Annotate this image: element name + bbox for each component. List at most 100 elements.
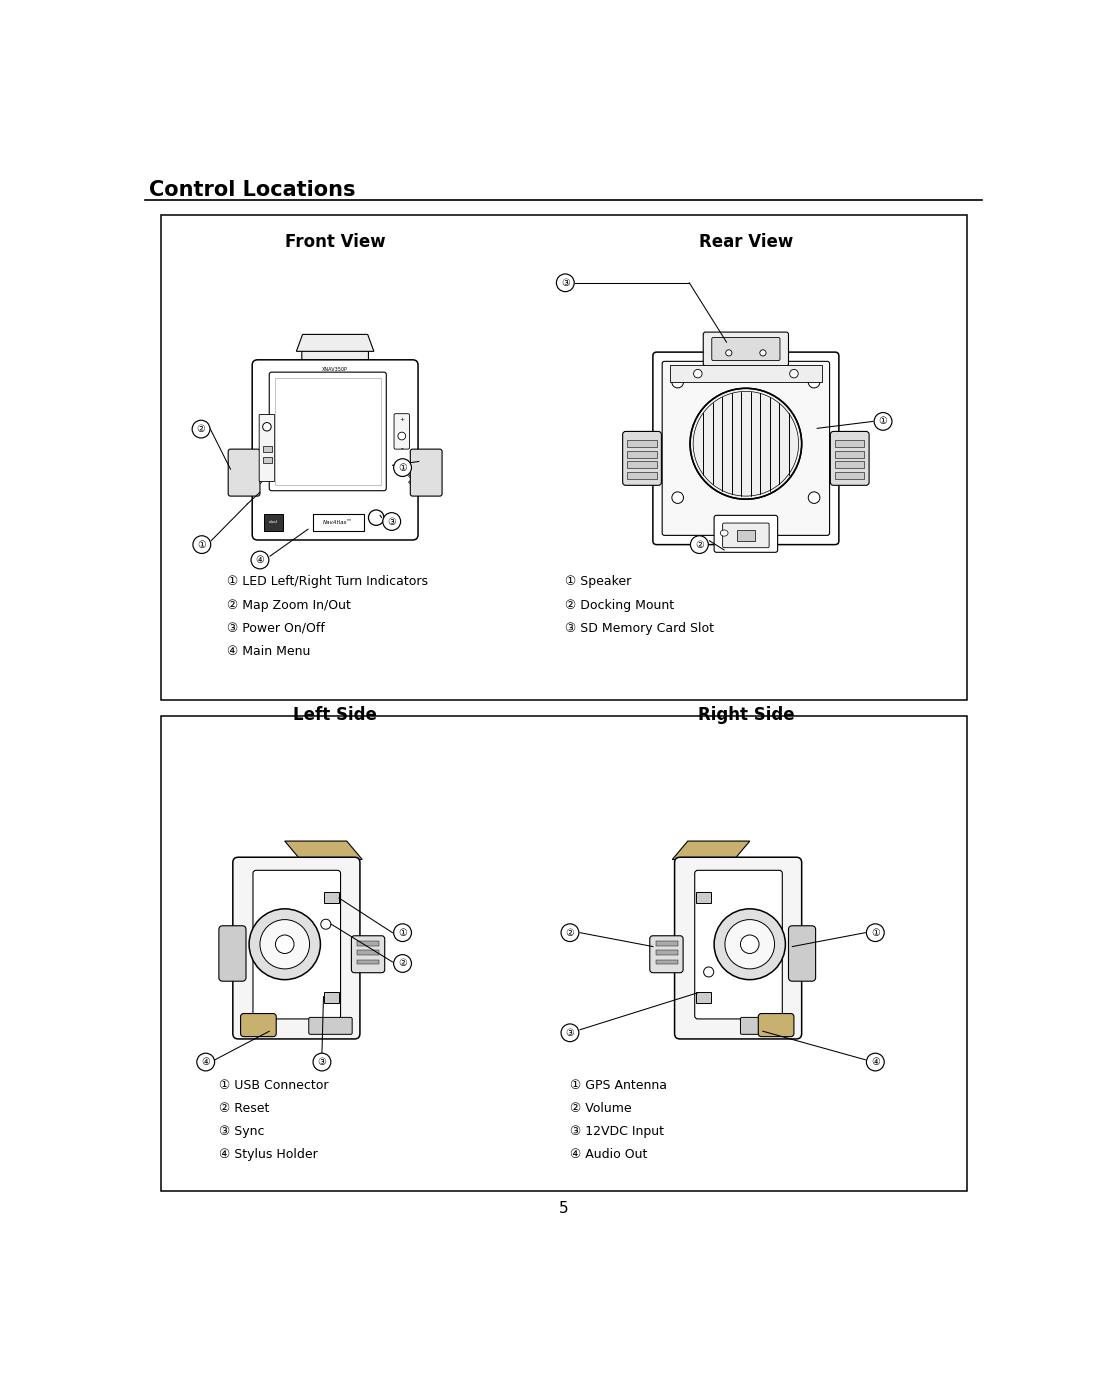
Text: dual: dual [268,520,277,524]
Circle shape [874,412,892,430]
FancyBboxPatch shape [253,870,341,1019]
Bar [356,960,378,964]
Text: ③ 12VDC Input: ③ 12VDC Input [570,1125,664,1138]
Bar [695,991,711,1002]
Bar [161,214,967,700]
Text: ④ Main Menu: ④ Main Menu [227,645,310,657]
Circle shape [249,909,320,979]
Bar [263,446,273,452]
FancyBboxPatch shape [301,351,368,366]
Text: ② Map Zoom In/Out: ② Map Zoom In/Out [227,598,351,612]
Text: ③: ③ [318,1057,327,1067]
Text: ③: ③ [565,1027,574,1038]
Circle shape [275,935,294,953]
Polygon shape [285,842,362,859]
Circle shape [725,920,774,969]
Circle shape [867,924,884,942]
Circle shape [197,1053,215,1071]
Bar [627,440,657,447]
Circle shape [368,510,384,525]
Text: ③ Power On/Off: ③ Power On/Off [227,622,324,635]
FancyBboxPatch shape [830,432,869,485]
Bar [264,514,283,531]
Circle shape [192,536,211,554]
Text: ②: ② [398,958,407,968]
Bar [356,950,378,956]
Circle shape [808,377,820,388]
Text: ② Volume: ② Volume [570,1103,631,1115]
Text: ①: ① [871,928,880,938]
Circle shape [726,349,732,356]
Bar [627,462,657,469]
FancyBboxPatch shape [712,337,780,360]
Text: XNAV350P: XNAV350P [322,367,348,371]
Text: NavAtlas™: NavAtlas™ [323,520,353,525]
FancyBboxPatch shape [789,925,815,982]
Text: ③ SD Memory Card Slot: ③ SD Memory Card Slot [565,622,714,635]
Bar [314,514,364,531]
Bar [656,960,678,964]
FancyBboxPatch shape [723,522,769,547]
Text: +: + [399,417,405,422]
Text: ① USB Connector: ① USB Connector [219,1079,329,1092]
FancyBboxPatch shape [703,333,789,366]
FancyBboxPatch shape [662,362,829,535]
Text: ②: ② [197,424,206,434]
FancyBboxPatch shape [252,360,418,540]
Circle shape [808,492,820,503]
Ellipse shape [409,468,429,473]
Circle shape [321,920,331,930]
Text: ①: ① [198,539,206,550]
Circle shape [672,377,683,388]
Text: ④: ④ [255,556,264,565]
Text: ③: ③ [561,278,570,287]
Circle shape [704,967,714,978]
Circle shape [192,421,210,439]
Text: -: - [400,444,403,452]
FancyBboxPatch shape [241,1013,276,1037]
FancyBboxPatch shape [740,1018,784,1034]
Ellipse shape [409,473,429,478]
Text: ④ Audio Out: ④ Audio Out [570,1148,647,1162]
Bar [627,472,657,478]
Text: ④: ④ [201,1057,210,1067]
Circle shape [394,954,411,972]
Circle shape [251,551,268,569]
Bar [695,892,711,902]
Bar [835,472,865,478]
FancyBboxPatch shape [758,1013,794,1037]
Ellipse shape [409,461,429,466]
Bar [275,378,381,485]
Ellipse shape [241,480,262,485]
Text: ② Reset: ② Reset [219,1103,270,1115]
Circle shape [691,536,708,554]
Bar [263,456,273,463]
Text: ④: ④ [871,1057,880,1067]
Text: 5: 5 [559,1200,569,1216]
Text: Front View: Front View [285,232,385,250]
Circle shape [314,1053,331,1071]
Bar [656,950,678,956]
Polygon shape [296,334,374,352]
Text: ③ Sync: ③ Sync [219,1125,264,1138]
Text: ① Speaker: ① Speaker [565,575,631,588]
Bar [835,440,865,447]
FancyBboxPatch shape [260,414,275,481]
Circle shape [263,422,272,430]
FancyBboxPatch shape [270,373,386,491]
Ellipse shape [720,529,728,536]
Bar [323,991,339,1002]
Circle shape [394,924,411,942]
Circle shape [260,920,309,969]
Bar [835,462,865,469]
Text: ③: ③ [387,517,396,527]
Circle shape [714,909,785,979]
Circle shape [760,349,766,356]
Text: ②: ② [695,539,704,550]
FancyBboxPatch shape [309,1018,352,1034]
Ellipse shape [241,461,262,466]
FancyBboxPatch shape [650,936,683,972]
FancyBboxPatch shape [623,432,661,485]
Bar [356,941,378,946]
Circle shape [790,370,799,378]
